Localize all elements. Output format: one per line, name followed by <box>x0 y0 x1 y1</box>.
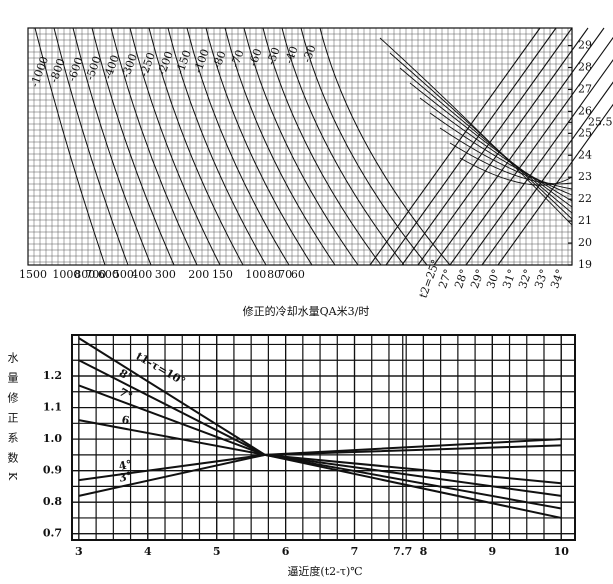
curve <box>53 27 129 266</box>
curve-label: -60 <box>246 47 264 68</box>
curve <box>300 27 428 266</box>
temp-curve <box>449 142 573 185</box>
x-tick-label: 7.7 <box>393 545 412 558</box>
y2-tick-label: 22 <box>578 192 592 205</box>
temp-label: 27° <box>436 267 455 290</box>
x-tick-label: 5 <box>213 545 221 558</box>
curve <box>281 27 405 266</box>
plot-frame <box>71 334 576 541</box>
y2-tick-label: 27 <box>578 82 592 95</box>
y2-tick-label: 21 <box>578 214 592 227</box>
curve-label: -30 <box>300 43 318 64</box>
x-tick-label: 1500 <box>19 268 47 281</box>
y2-tick-label: 28 <box>578 61 592 74</box>
curve <box>243 27 359 266</box>
curve <box>148 27 244 266</box>
temp-label: 30° <box>484 267 503 290</box>
y-tick-label: 0.8 <box>43 495 62 508</box>
series-label: 6 <box>121 413 131 427</box>
x-tick-label: 4 <box>144 545 152 558</box>
series-label: 7° <box>117 385 135 403</box>
curve <box>34 27 106 266</box>
temp-label: 32° <box>516 267 535 290</box>
series-label: 3° <box>118 469 134 484</box>
curve <box>110 27 198 266</box>
temp-curve <box>433 27 605 266</box>
series-label: 4° <box>118 458 134 473</box>
curve <box>129 27 221 266</box>
x-tick-label: 3 <box>75 545 83 558</box>
y-tick-label: 1.0 <box>43 432 62 445</box>
y2-tick-label: 23 <box>578 170 592 183</box>
temp-curve <box>409 82 573 208</box>
temp-label: 33° <box>532 267 551 290</box>
x-tick-label: 100 <box>245 268 266 281</box>
x-tick-label: 7 <box>351 545 359 558</box>
plot-frame <box>27 27 573 266</box>
curve <box>167 27 267 266</box>
temp-curve <box>417 27 589 266</box>
temp-curve <box>459 157 573 186</box>
temp-curve <box>481 81 613 266</box>
temp-curve <box>429 112 573 196</box>
x-tick-label: 500 <box>113 268 134 281</box>
x-tick-label: 1000 <box>52 268 80 281</box>
y-axis-title: 水量修正系数K <box>6 352 19 490</box>
x-tick-label: 9 <box>488 545 496 558</box>
curve <box>72 27 152 266</box>
y-tick-label: 0.9 <box>43 464 62 477</box>
x-axis-title: 修正的冷却水量QA米3/时 <box>243 304 370 318</box>
series-line <box>78 438 562 497</box>
y2-tick-label: 25 <box>578 126 592 139</box>
x-tick-label: 8 <box>420 545 428 558</box>
curve-label: -70 <box>228 48 246 69</box>
curve <box>205 27 313 266</box>
x-tick-label: 6 <box>282 545 290 558</box>
curve-label: -40 <box>282 44 300 65</box>
series-label: 8° <box>117 367 135 385</box>
temp-curve <box>369 27 541 266</box>
curve-label: -50 <box>264 46 282 67</box>
curve <box>319 27 451 266</box>
y-tick-label: 1.1 <box>43 401 62 414</box>
x-tick-label: 400 <box>131 268 152 281</box>
y2-tick-label: 20 <box>578 236 592 249</box>
y2-tick-label: 19 <box>578 258 592 271</box>
curve-label: -80 <box>210 49 228 70</box>
x-tick-label: 200 <box>188 268 209 281</box>
temp-curve <box>385 27 557 266</box>
x-tick-label: 300 <box>155 268 176 281</box>
y-tick-label: 1.2 <box>43 369 62 382</box>
temp-curve <box>439 127 573 190</box>
x-tick-label: 60 <box>291 268 305 281</box>
x-tick-label: 800 <box>74 268 95 281</box>
y2-tick-label: 24 <box>578 148 592 161</box>
temp-curve <box>419 97 573 202</box>
x-axis-title: 逼近度(t2-τ)℃ <box>287 564 362 578</box>
temp-label: 34° <box>548 267 567 290</box>
x-tick-label: 600 <box>98 268 119 281</box>
temp-label: 28° <box>452 267 471 290</box>
curve <box>91 27 175 266</box>
curve <box>186 27 290 266</box>
y2-tick-label: 26 <box>578 104 592 117</box>
temp-curve <box>449 36 613 266</box>
y-tick-label: 0.7 <box>43 527 62 540</box>
temp-label: 31° <box>500 267 519 290</box>
temp-curve <box>497 103 613 266</box>
curve <box>262 27 382 266</box>
x-tick-label: 70 <box>278 268 292 281</box>
y2-tick-label: 29 <box>578 39 592 52</box>
x-tick-label: 700 <box>85 268 106 281</box>
curve <box>224 27 336 266</box>
x-tick-label: 150 <box>212 268 233 281</box>
temp-curve <box>389 52 573 220</box>
x-tick-label: 80 <box>267 268 281 281</box>
temp-curve <box>399 67 573 214</box>
temp-curve <box>465 59 613 266</box>
x-tick-label: 10 <box>554 545 570 558</box>
temp-label: 29° <box>468 267 487 290</box>
